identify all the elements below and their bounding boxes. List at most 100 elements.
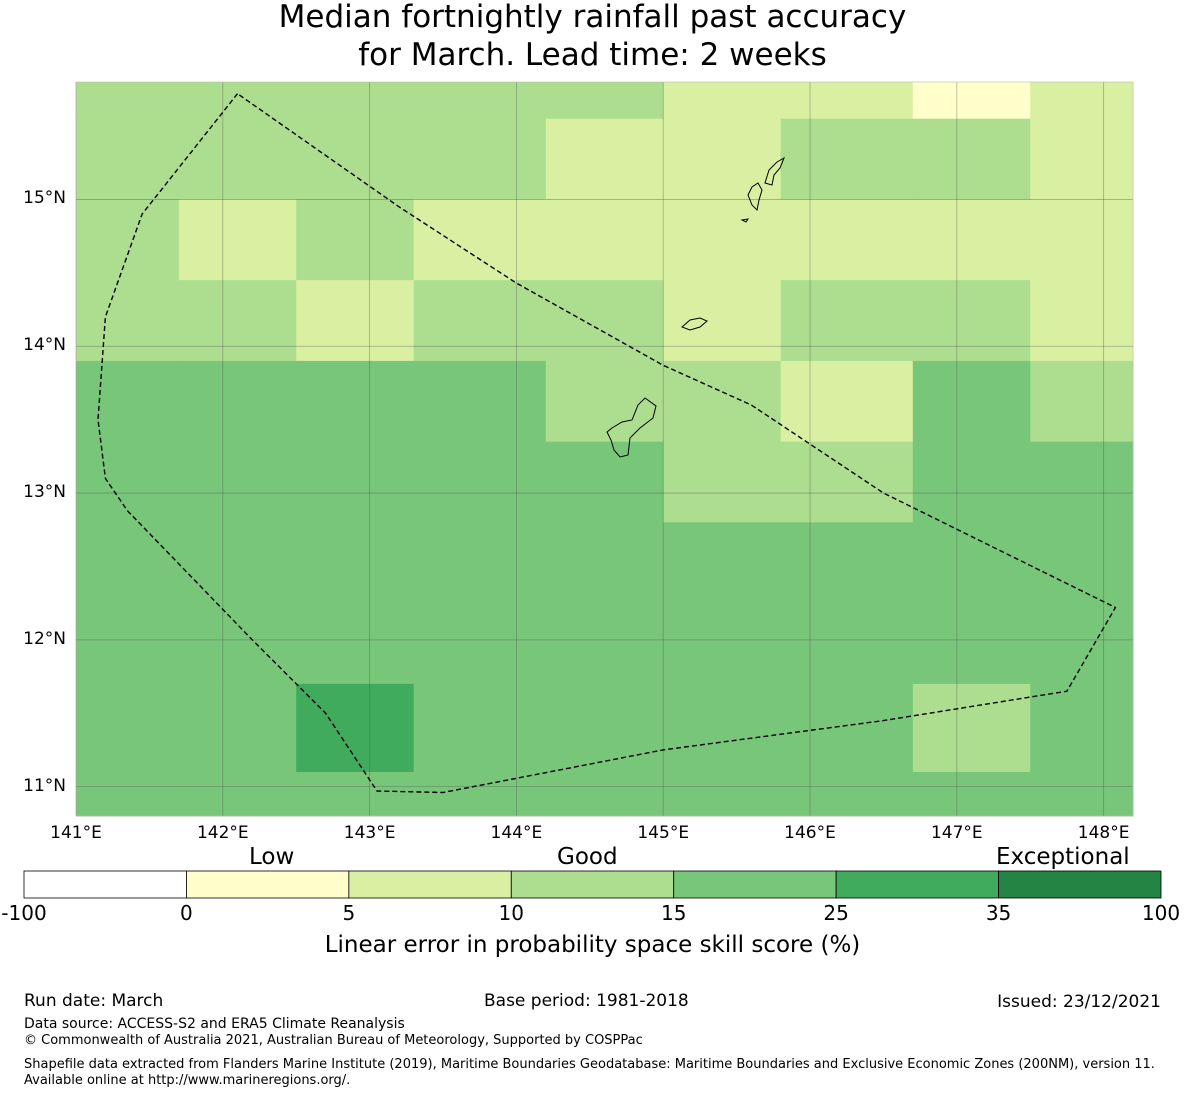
grid-cell xyxy=(663,683,782,773)
map-area xyxy=(75,81,1134,817)
latitude-tick-label: 12°N xyxy=(23,628,66,649)
grid-cell xyxy=(780,118,914,200)
grid-cell xyxy=(912,441,1031,523)
grid-cell xyxy=(413,771,547,817)
grid-cell xyxy=(413,522,547,604)
grid-cell xyxy=(296,441,415,523)
grid-cell xyxy=(1030,199,1134,281)
grid-cell xyxy=(76,683,180,773)
longitude-tick-label: 144°E xyxy=(490,823,543,843)
grid-cell xyxy=(912,603,1031,685)
colorbar-segment xyxy=(998,870,1162,899)
grid-cell xyxy=(178,522,297,604)
grid-cell xyxy=(413,82,547,120)
island-saipan xyxy=(764,156,785,186)
grid-cell xyxy=(1030,603,1134,685)
grid-cell xyxy=(545,82,664,120)
grid-cell xyxy=(663,82,782,120)
grid-cell xyxy=(545,280,664,362)
grid-cell xyxy=(780,522,914,604)
grid-cell xyxy=(296,771,415,817)
colorbar-tick-label: 5 xyxy=(342,901,356,925)
grid-cell xyxy=(912,118,1031,200)
grid-cell xyxy=(1030,522,1134,604)
grid-cell xyxy=(178,603,297,685)
grid-cell xyxy=(76,118,180,200)
grid-cell xyxy=(296,199,415,281)
grid-cell xyxy=(76,441,180,523)
island-guam xyxy=(606,397,657,458)
grid-cell xyxy=(780,82,914,120)
run-date: Run date: March xyxy=(24,991,164,1011)
grid-cell xyxy=(178,360,297,443)
latitude-tick-label: 11°N xyxy=(23,775,66,796)
grid-cell xyxy=(76,82,180,120)
grid-cell xyxy=(545,522,664,604)
grid-cell xyxy=(296,82,415,120)
grid-cell xyxy=(780,441,914,523)
grid-cell xyxy=(413,199,547,281)
grid-cell xyxy=(1030,683,1134,773)
grid-cell xyxy=(76,360,180,443)
grid-cell xyxy=(663,199,782,281)
colorbar-tick-label: 35 xyxy=(985,901,1012,925)
colorbar-segment xyxy=(835,870,999,899)
grid-cell xyxy=(1030,441,1134,523)
grid-cell xyxy=(178,118,297,200)
longitude-tick-label: 148°E xyxy=(1077,823,1130,843)
grid-cell xyxy=(76,603,180,685)
grid-cell xyxy=(545,683,664,773)
colorbar xyxy=(23,870,1162,899)
grid-cell xyxy=(780,360,914,443)
shapefile-credit: Shapefile data extracted from Flanders M… xyxy=(24,1057,1155,1088)
colorbar-segment xyxy=(673,870,837,899)
coastlines xyxy=(606,156,785,458)
longitude-tick-label: 146°E xyxy=(784,823,836,843)
grid-cell xyxy=(545,441,664,523)
grid-cell xyxy=(296,118,415,200)
grid-cell xyxy=(545,360,664,443)
grid-cell xyxy=(545,771,664,817)
longitude-tick-label: 143°E xyxy=(343,823,396,843)
grid-cell xyxy=(296,280,415,362)
latitude-tick-label: 13°N xyxy=(23,482,66,503)
grid-cell xyxy=(178,280,297,362)
grid-cell xyxy=(413,360,547,443)
colorbar-label: Linear error in probability space skill … xyxy=(324,932,861,958)
grid-cell xyxy=(76,280,180,362)
grid-cell xyxy=(1030,118,1134,200)
map-frame xyxy=(75,81,1134,817)
longitude-tick-label: 145°E xyxy=(637,823,690,843)
island-aguijan xyxy=(740,218,750,223)
grid-cell xyxy=(178,199,297,281)
grid-cell xyxy=(296,603,415,685)
grid-cell xyxy=(1030,82,1134,120)
island-tinian xyxy=(747,182,763,212)
grid-cell xyxy=(76,199,180,281)
grid-cell xyxy=(780,683,914,773)
grid-cell xyxy=(912,82,1031,120)
colorbar-segment xyxy=(186,870,350,899)
grid-cell xyxy=(296,522,415,604)
grid-cell xyxy=(912,683,1031,773)
grid-cell xyxy=(178,683,297,773)
grid-cell xyxy=(912,280,1031,362)
colorbar-tick-label: 100 xyxy=(1141,901,1181,925)
longitude-tick-label: 141°E xyxy=(50,823,102,843)
grid-cell xyxy=(413,280,547,362)
colorbar-tick-label: 0 xyxy=(180,901,193,925)
colorbar-segment xyxy=(23,870,187,899)
copyright-notice: © Commonwealth of Australia 2021, Austra… xyxy=(24,1033,643,1048)
map-title-line-1: Median fortnightly rainfall past accurac… xyxy=(278,0,907,35)
grid-cell xyxy=(663,522,782,604)
grid-cell xyxy=(545,199,664,281)
grid-cell xyxy=(296,360,415,443)
grid-cell xyxy=(1030,280,1134,362)
grid-cell xyxy=(1030,771,1134,817)
data-source: Data source: ACCESS-S2 and ERA5 Climate … xyxy=(24,1016,405,1032)
grid-cell xyxy=(663,441,782,523)
skill-grid xyxy=(76,82,1134,817)
colorbar-tick-label: -100 xyxy=(1,901,47,925)
grid-cell xyxy=(545,118,664,200)
legend-category-low: Low xyxy=(249,844,295,870)
